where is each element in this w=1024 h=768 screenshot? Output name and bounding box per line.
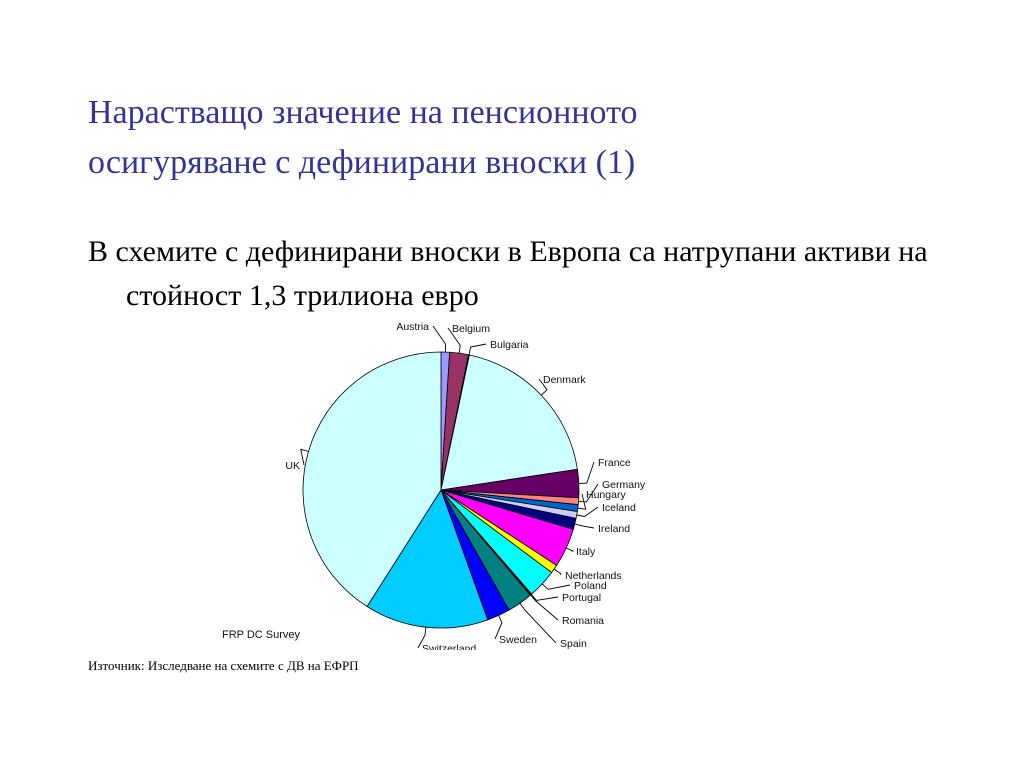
pie-label-sweden: Sweden <box>499 634 537 646</box>
pie-label-ireland: Ireland <box>598 523 630 535</box>
leader-line-spain <box>519 602 557 644</box>
pie-label-austria: Austria <box>396 321 429 333</box>
pie-label-belgium: Belgium <box>452 323 490 335</box>
pie-slice-uk <box>302 351 442 608</box>
pie-label-bulgaria: Bulgaria <box>490 339 529 351</box>
survey-caption: FRP DC Survey <box>222 629 301 641</box>
pie-label-germany: Germany <box>602 479 646 491</box>
leader-line-germany <box>578 483 599 503</box>
pie-label-romania: Romania <box>562 615 604 627</box>
pie-label-spain: Spain <box>560 638 587 650</box>
leader-line-hungary <box>577 493 587 510</box>
pie-label-denmark: Denmark <box>543 374 586 386</box>
leader-line-italy <box>566 547 574 552</box>
pie-slice-denmark <box>440 354 578 491</box>
leader-line-portugal <box>530 594 559 601</box>
pie-label-poland: Poland <box>574 580 607 592</box>
pie-label-hungary: Hungary <box>586 489 626 501</box>
pie-label-iceland: Iceland <box>602 502 636 514</box>
bullet-text: В схемите с дефинирани вноски в Европа с… <box>88 230 1006 318</box>
pie-label-france: France <box>598 457 631 469</box>
bullet-content: В схемите с дефинирани вноски в Европа с… <box>88 235 928 312</box>
leader-line-bulgaria <box>468 343 487 355</box>
pie-leader-lines <box>300 325 599 649</box>
title-line-2: осигуряване с дефинирани вноски (1) <box>88 144 636 181</box>
leader-line-switzerland <box>417 627 427 649</box>
leader-line-romania <box>530 594 559 621</box>
leader-line-austria <box>432 325 447 353</box>
leader-line-poland <box>541 583 571 590</box>
pie-label-uk: UK <box>285 460 300 472</box>
pie-label-netherlands: Netherlands <box>565 570 622 582</box>
leader-line-belgium <box>447 327 461 354</box>
leader-line-denmark <box>538 378 548 396</box>
pie-label-portugal: Portugal <box>562 592 601 604</box>
source-note: Източник: Изследване на схемите с ДВ на … <box>88 658 359 673</box>
leader-line-france <box>578 461 595 484</box>
pie-slice-switzerland <box>366 489 489 629</box>
leader-line-ireland <box>574 523 595 529</box>
leader-line-iceland <box>576 506 599 517</box>
pie-label-switzerland: Switzerland <box>422 643 476 650</box>
pie-label-italy: Italy <box>576 546 596 558</box>
slide-title: Нарастващо значение на пенсионното осигу… <box>88 88 948 188</box>
pie-slices <box>302 351 580 629</box>
title-line-1: Нарастващо значение на пенсионното <box>88 94 638 131</box>
leader-line-uk <box>300 448 309 466</box>
leader-line-netherlands <box>553 568 562 576</box>
leader-line-sweden <box>494 615 503 640</box>
